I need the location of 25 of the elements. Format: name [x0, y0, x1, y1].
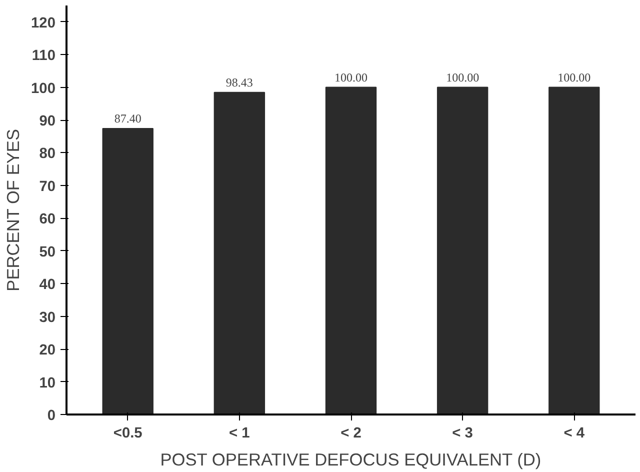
- y-tick-label: 80: [39, 146, 56, 162]
- y-tick-label: 70: [39, 178, 56, 195]
- y-tick-label: 120: [31, 15, 56, 32]
- y-tick-label: 90: [39, 114, 56, 130]
- y-tick-label: 60: [39, 212, 56, 228]
- y-tick-label: 100: [31, 80, 56, 97]
- data-label: 100.00: [558, 70, 591, 84]
- data-label: 100.00: [334, 70, 368, 84]
- y-tick-label: 10: [39, 375, 56, 392]
- data-label: 100.00: [446, 70, 480, 84]
- x-tick-label: < 1: [229, 426, 250, 442]
- data-label: 98.43: [226, 75, 253, 90]
- x-tick-label: < 4: [564, 426, 586, 442]
- x-axis-title: POST OPERATIVE DEFOCUS EQUIVALENT (D): [160, 450, 542, 470]
- data-label: 87.40: [114, 112, 142, 126]
- y-tick-label: 110: [32, 48, 56, 64]
- y-tick-label: 0: [47, 408, 56, 424]
- x-tick-label: < 2: [340, 426, 362, 442]
- y-axis-title: PERCENT OF EYES: [3, 128, 24, 292]
- y-tick-label: 30: [39, 310, 56, 326]
- y-tick-label: 50: [39, 244, 56, 260]
- x-tick-label: < 3: [452, 426, 473, 442]
- x-tick-label: <0.5: [113, 426, 142, 442]
- y-tick-label: 20: [39, 342, 56, 359]
- y-tick-label: 40: [39, 277, 56, 294]
